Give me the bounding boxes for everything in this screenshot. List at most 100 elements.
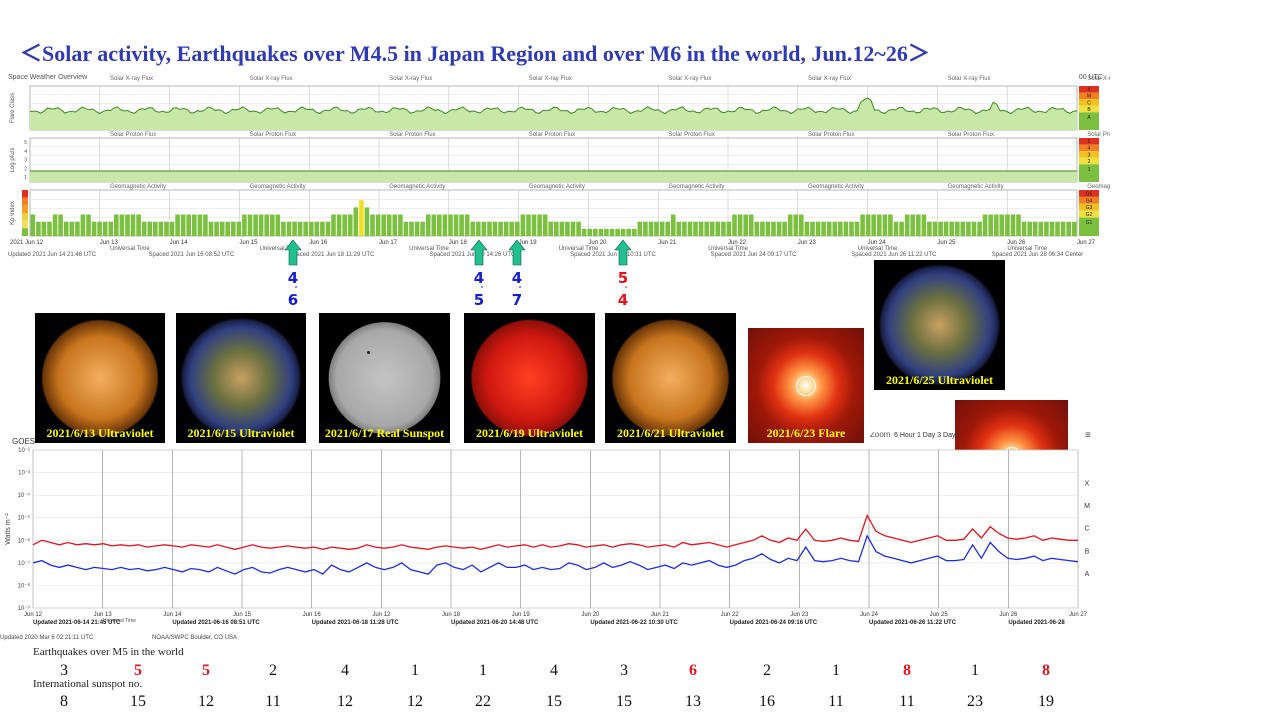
world-earthquake-count: 3 <box>60 662 68 679</box>
kp-bar <box>286 221 292 236</box>
menu-icon: ≡ <box>1085 432 1091 441</box>
ut-label: Universal Time <box>858 246 898 252</box>
scale-block <box>1079 217 1099 236</box>
zoom-options: 6 Hour 1 Day 3 Days <box>894 432 959 439</box>
update-label: Spaced 2021 Jun 22 10:31 UTC <box>570 252 656 258</box>
kp-bar <box>253 214 258 236</box>
sunspot-number: 19 <box>1038 693 1054 710</box>
kp-bar <box>375 214 381 236</box>
date-label: Jun 25 <box>937 240 956 246</box>
scale-label: X <box>1087 87 1091 93</box>
sunspot-number: 15 <box>130 693 146 710</box>
kp-bar <box>821 221 826 236</box>
goes-ytick: 10⁻³ <box>18 471 30 477</box>
ut-label: Universal Time <box>409 246 449 252</box>
kp-bar <box>832 221 838 236</box>
scale-label: 4 <box>1088 146 1091 152</box>
kp-bar <box>648 221 654 236</box>
date-label: Jun 27 <box>1077 240 1096 246</box>
solar-image-1: 2021/6/13 Ultraviolet <box>35 313 165 443</box>
goes-class-label: B <box>1085 548 1090 555</box>
date-label: Jun 19 <box>519 240 538 246</box>
goes-date-label: Jun 16 <box>303 612 322 618</box>
goes-update-label: Updated 2021-06-18 11:28 UTC <box>312 620 400 626</box>
kp-bar <box>754 221 760 236</box>
row-title: Geomagnetic Activity <box>668 184 724 190</box>
kp-bar <box>554 221 559 236</box>
kp-bar <box>698 221 704 236</box>
date-label: Jun 18 <box>449 240 468 246</box>
kp-bar <box>141 221 147 236</box>
page-title: ＜Solar activity, Earthquakes over M4.5 i… <box>20 41 930 66</box>
kp-bar <box>1021 221 1027 236</box>
kp-bar <box>537 214 542 236</box>
kp-bar <box>743 214 748 236</box>
kp-bar <box>431 214 437 236</box>
kp-bar <box>158 221 164 236</box>
kp-bar <box>581 228 587 236</box>
kp-bar <box>921 214 927 236</box>
kp-bar <box>676 221 682 236</box>
proton-tick: 4 <box>24 149 27 155</box>
kp-bar <box>804 221 810 236</box>
kp-bar <box>999 214 1005 236</box>
kp-bar <box>86 214 91 236</box>
kp-strip <box>22 197 28 206</box>
kp-bar <box>871 214 876 236</box>
goes-xray-chart: GOES Zoom 6 Hour 1 Day 3 Days ≡ 10⁻² 10⁻³ 10⁻⁴… <box>0 432 1091 641</box>
scale-block <box>1079 86 1099 93</box>
kp-bar <box>726 221 732 236</box>
kp-bar <box>910 214 915 236</box>
sunspot-number: 11 <box>899 693 915 710</box>
update-label: Updated 2021 Jun 14 21:46 UTC <box>8 252 97 258</box>
kp-bar <box>459 214 464 236</box>
kp-bar <box>1032 221 1038 236</box>
kp-bar <box>503 221 509 236</box>
kp-bar <box>1010 214 1016 236</box>
date-label: Jun 16 <box>309 240 328 246</box>
kp-bar <box>130 214 136 236</box>
goes-update-label: Updated 2021-06-14 21:45 UTC <box>33 620 121 626</box>
sunspot-number: 12 <box>407 693 423 710</box>
scale-block <box>1079 144 1099 152</box>
solar-image-3: 2021/6/17 Real Sunspot <box>319 313 450 443</box>
kp-strip <box>22 220 28 229</box>
kp-bar <box>916 214 921 236</box>
scale-block <box>1079 164 1099 182</box>
kp-bar <box>843 221 849 236</box>
sunspot-number: 12 <box>337 693 353 710</box>
world-earthquake-count: 1 <box>832 662 840 679</box>
kp-bar <box>609 228 615 236</box>
kp-bar <box>1038 221 1044 236</box>
kp-bar <box>982 214 988 236</box>
scale-label: 5 <box>1088 139 1091 145</box>
kp-bar <box>97 221 102 236</box>
scale-block <box>1079 105 1099 113</box>
kp-bar <box>1060 221 1066 236</box>
kp-bar <box>826 221 832 236</box>
goes-date-label: Jun 27 <box>1069 612 1088 618</box>
ut-label: Universal Time <box>110 246 150 252</box>
world-earthquake-count: 8 <box>903 662 911 679</box>
image-caption: 2021/6/25 Ultraviolet <box>886 373 993 387</box>
kp-bar <box>186 214 191 236</box>
scale-block <box>1079 112 1099 130</box>
kp-bar <box>615 228 620 236</box>
earthquake-arrow <box>284 239 302 266</box>
proton-tick: 5 <box>24 140 27 146</box>
kp-bar <box>526 214 531 236</box>
earthquake-magnitude: 7 <box>512 291 522 309</box>
kp-bar <box>604 228 609 236</box>
world-earthquake-count: 5 <box>202 662 210 679</box>
kp-bar <box>75 221 80 236</box>
kp-bar <box>659 221 665 236</box>
kp-bar <box>949 221 954 236</box>
row-title: Geomagnetic Activity <box>1087 184 1110 190</box>
kp-bar <box>69 221 75 236</box>
goes-footer-center: NOAA/SWPC Boulder, CO USA <box>152 635 237 641</box>
kp-bar <box>398 214 403 236</box>
image-caption: 2021/6/19 Ultraviolet <box>476 426 583 440</box>
kp-bar <box>102 221 108 236</box>
kp-bar <box>966 221 971 236</box>
kp-bar <box>136 214 141 236</box>
